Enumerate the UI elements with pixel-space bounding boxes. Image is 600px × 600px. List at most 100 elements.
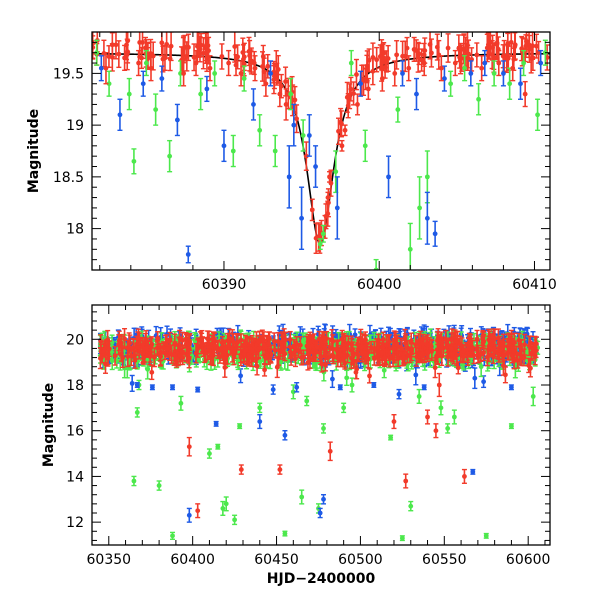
bottom-point-blue	[134, 382, 140, 388]
bottom-band-point-red	[238, 333, 244, 348]
top-point-red	[226, 49, 232, 77]
bottom-band-point-red	[409, 343, 415, 358]
bottom-band-point-red	[350, 347, 356, 365]
bottom-point-green	[257, 402, 263, 414]
bottom-point-green	[220, 500, 226, 516]
top-point-red	[354, 93, 360, 116]
top-point-red	[438, 55, 444, 82]
bottom-y-axis-label: Magnitude	[41, 383, 57, 467]
bottom-band-point-red	[322, 358, 328, 372]
bottom-band-point-red	[174, 349, 180, 368]
top-point-blue	[299, 186, 305, 251]
top-point-blue	[185, 245, 191, 264]
bottom-point-red	[238, 464, 244, 475]
bottom-band-point-red	[330, 334, 336, 349]
top-point-blue	[291, 103, 297, 147]
bottom-point-green	[388, 434, 394, 441]
bottom-band-point-blue	[329, 370, 335, 389]
bottom-band-point-red	[314, 339, 320, 355]
top-point-red-band	[184, 41, 190, 72]
bottom-band-point-red	[143, 337, 149, 358]
top-x-tick-label: 60390	[202, 277, 247, 293]
bottom-band-point-red	[158, 342, 164, 362]
bottom-band-point-red	[382, 349, 388, 368]
bottom-band-point-red	[354, 344, 360, 362]
top-point-red-band	[434, 33, 440, 61]
bottom-band-point-red	[509, 348, 515, 364]
top-point-red-band	[445, 33, 451, 63]
top-point-red	[452, 49, 458, 77]
bottom-band-point-red	[229, 329, 235, 350]
bottom-band-point-red	[126, 332, 132, 354]
bottom-band-point-red	[292, 349, 298, 368]
top-y-tick-label: 18	[66, 222, 84, 238]
bottom-band-point-red	[318, 334, 324, 356]
bottom-band-point-red	[527, 335, 533, 350]
bottom-band-point-red	[390, 341, 396, 356]
top-point-red-band	[116, 40, 122, 69]
bottom-band-point-red	[264, 346, 270, 361]
top-point-green	[320, 224, 326, 243]
bottom-point-red	[327, 441, 333, 462]
top-point-red-band	[370, 42, 376, 73]
bottom-band-point-red	[455, 361, 461, 375]
bottom-point-blue	[470, 468, 476, 475]
top-point-red-band	[137, 32, 143, 58]
top-point-red-band	[383, 50, 389, 73]
top-point-blue	[250, 88, 256, 121]
bottom-point-blue	[371, 382, 377, 388]
top-point-red-band	[347, 83, 353, 110]
bottom-band-point-green	[109, 351, 115, 371]
bottom-band-point-red	[432, 357, 438, 379]
bottom-point-green	[223, 496, 229, 512]
bottom-point-green	[304, 395, 310, 407]
bottom-band-point-blue	[472, 367, 478, 390]
bottom-band-point-red	[112, 345, 118, 366]
bottom-band-point-red	[467, 333, 473, 355]
top-point-red-band	[523, 32, 529, 53]
bottom-band-point-red	[496, 346, 502, 363]
top-point-green	[126, 77, 132, 111]
bottom-band-point-red	[274, 356, 280, 379]
bottom-x-tick-label: 60350	[87, 552, 132, 568]
top-point-red-band	[411, 36, 417, 62]
bottom-band-point-red	[506, 332, 512, 348]
top-point-red-band	[248, 49, 254, 73]
bottom-band-point-red	[329, 348, 335, 363]
bottom-point-red	[391, 414, 397, 430]
top-point-red-band	[294, 104, 300, 134]
top-point-red	[148, 55, 154, 82]
bottom-point-blue	[257, 414, 263, 430]
top-point-red	[496, 49, 502, 77]
bottom-band-point-red	[238, 348, 244, 367]
bottom-band-point-red	[358, 338, 364, 356]
bottom-point-red	[277, 464, 283, 475]
bottom-x-tick-label: 60450	[254, 552, 299, 568]
bottom-band-point-red	[531, 344, 537, 360]
bottom-band-point-red	[413, 335, 419, 355]
top-point-red	[406, 55, 412, 82]
top-ticks: 60390 60400 60410 18 18.5 19 19.5	[53, 31, 557, 293]
top-point-green	[462, 55, 468, 82]
bottom-band-point-blue	[129, 374, 135, 392]
top-point-red-band	[526, 34, 532, 63]
bottom-y-tick-label: 20	[66, 332, 84, 348]
bottom-point-green	[341, 402, 347, 414]
bottom-y-tick-label: 14	[66, 469, 84, 485]
top-point-red	[136, 49, 142, 77]
bottom-band-point-red	[160, 341, 166, 355]
bottom-band-point-red	[256, 335, 262, 349]
top-point-red	[379, 65, 385, 92]
top-point-blue	[313, 145, 319, 188]
bottom-band-point-red	[261, 331, 267, 350]
bottom-band-point-red	[207, 347, 213, 366]
bottom-point-green	[134, 407, 140, 418]
top-point-green	[230, 134, 236, 168]
bottom-point-green	[349, 377, 355, 393]
top-point-red-band	[415, 41, 421, 73]
top-point-red	[510, 55, 516, 82]
top-point-red	[327, 170, 333, 183]
top-point-red	[122, 44, 128, 71]
top-point-red-band	[168, 32, 174, 62]
